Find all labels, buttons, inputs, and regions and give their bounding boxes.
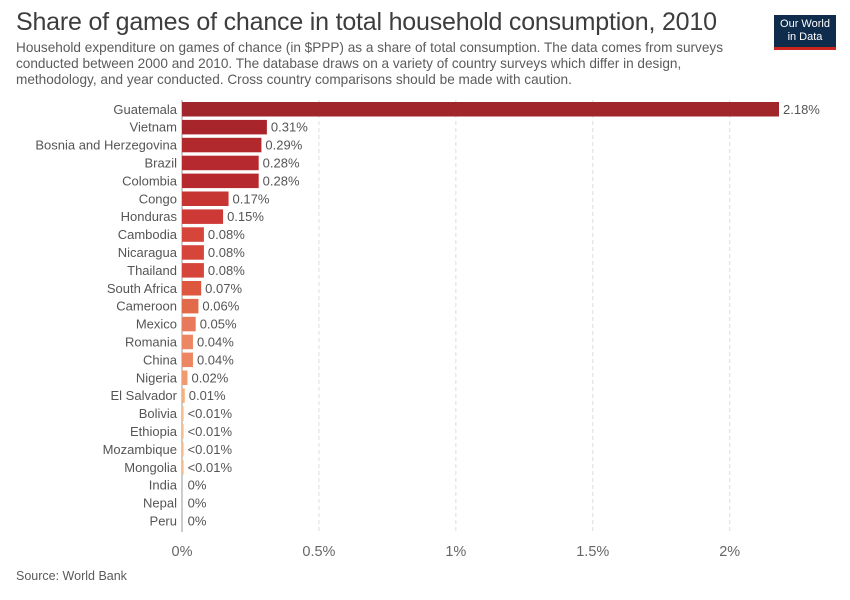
x-tick-label: 2% <box>719 544 740 560</box>
value-label: 0.29% <box>265 138 302 153</box>
bar <box>182 281 202 296</box>
value-label: 0.01% <box>189 388 226 403</box>
bar <box>182 352 193 368</box>
category-label: Guatemala <box>113 102 177 117</box>
bar <box>182 209 224 224</box>
x-tick-label: 1.5% <box>576 544 609 560</box>
category-label: Mongolia <box>124 460 178 475</box>
value-label: 0% <box>188 496 207 511</box>
value-label: <0.01% <box>188 442 233 457</box>
category-label: Romania <box>125 334 178 349</box>
source-note[interactable]: Source: World Bank <box>16 569 127 583</box>
category-label: China <box>143 352 178 367</box>
value-label: <0.01% <box>188 406 233 421</box>
category-label: Colombia <box>122 173 178 188</box>
category-label: Cameroon <box>116 299 177 314</box>
logo-line-2: in Data <box>787 31 823 43</box>
bar <box>182 334 193 350</box>
bar <box>182 316 196 332</box>
value-label: 0.04% <box>197 334 234 349</box>
bar <box>182 263 204 278</box>
value-label: 0.17% <box>233 191 270 206</box>
value-label: 2.18% <box>783 102 820 117</box>
bar <box>182 102 779 117</box>
category-label: Cambodia <box>118 227 178 242</box>
x-tick-label: 0.5% <box>302 544 335 560</box>
category-label: Ethiopia <box>130 424 178 439</box>
bar <box>182 137 262 153</box>
chart-title: Share of games of chance in total househ… <box>16 8 717 36</box>
bar <box>182 227 204 242</box>
category-label: Peru <box>150 513 177 528</box>
bar <box>182 406 184 421</box>
bar <box>182 119 267 135</box>
bar <box>182 460 184 475</box>
bar <box>182 424 184 439</box>
category-label: Nepal <box>143 496 177 511</box>
category-label: Brazil <box>144 155 177 170</box>
category-label: Nicaragua <box>118 245 178 260</box>
bar <box>182 155 259 171</box>
x-tick-label: 0% <box>172 544 193 560</box>
category-label: Nigeria <box>136 370 178 385</box>
x-tick-label: 1% <box>445 544 466 560</box>
value-label: 0.04% <box>197 352 234 367</box>
value-label: 0.08% <box>208 227 245 242</box>
category-label: India <box>149 478 178 493</box>
category-label: Bolivia <box>139 406 178 421</box>
value-label: 0.08% <box>208 263 245 278</box>
chart-subtitle: Household expenditure on games of chance… <box>16 40 724 87</box>
value-label: <0.01% <box>188 424 233 439</box>
logo-line-1: Our World <box>780 18 830 30</box>
category-label: El Salvador <box>111 388 178 403</box>
value-label: 0.31% <box>271 120 308 135</box>
value-label: 0% <box>188 513 207 528</box>
bar <box>182 442 184 457</box>
bar <box>182 173 259 189</box>
bar <box>182 298 199 314</box>
value-label: 0.15% <box>227 209 264 224</box>
category-label: Honduras <box>121 209 178 224</box>
bar <box>182 191 229 206</box>
category-label: Bosnia and Herzegovina <box>35 138 177 153</box>
value-label: 0.28% <box>263 155 300 170</box>
bar <box>182 370 188 385</box>
our-world-in-data-logo[interactable]: Our World in Data <box>774 15 836 50</box>
value-label: <0.01% <box>188 460 233 475</box>
category-label: South Africa <box>107 281 178 296</box>
value-label: 0.06% <box>202 299 239 314</box>
value-label: 0.02% <box>191 370 228 385</box>
category-label: Mexico <box>136 317 177 332</box>
category-label: Congo <box>139 191 177 206</box>
bar <box>182 245 204 260</box>
category-label: Thailand <box>127 263 177 278</box>
value-label: 0% <box>188 478 207 493</box>
value-label: 0.28% <box>263 173 300 188</box>
category-label: Mozambique <box>103 442 177 457</box>
bar <box>182 388 185 403</box>
value-label: 0.07% <box>205 281 242 296</box>
value-label: 0.08% <box>208 245 245 260</box>
category-label: Vietnam <box>130 120 177 135</box>
value-label: 0.05% <box>200 317 237 332</box>
